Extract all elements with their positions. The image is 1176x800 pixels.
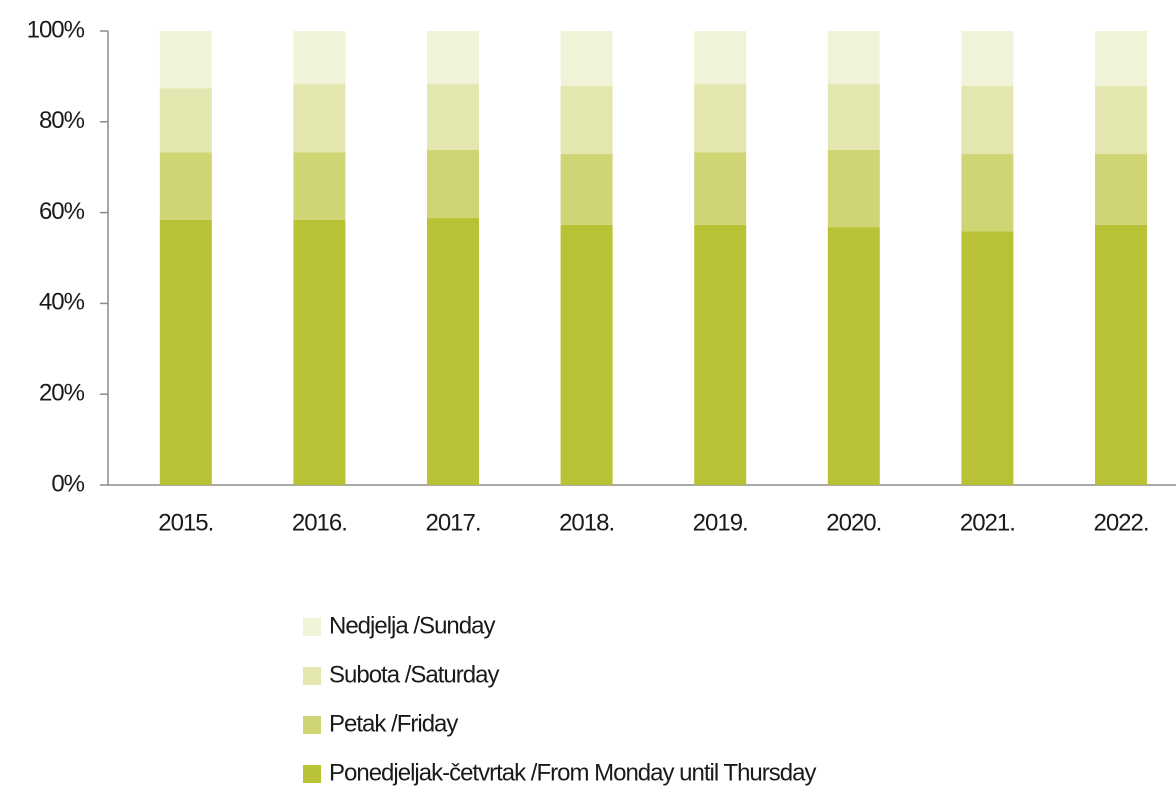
bar-segment (427, 31, 479, 85)
bar-segment (427, 149, 479, 219)
legend-swatch (303, 765, 321, 783)
bar-segment (694, 84, 747, 153)
legend-swatch (303, 667, 321, 685)
bar-segment (694, 224, 747, 485)
bar-segment (293, 31, 346, 85)
bar-segment (1095, 154, 1147, 225)
bar-segment (159, 88, 212, 153)
x-tick-label: 2018. (559, 509, 614, 536)
bar-segment (961, 154, 1014, 232)
bar-segment (694, 152, 747, 225)
legend-swatch (303, 716, 321, 734)
bar-segment (159, 152, 212, 220)
y-tick-label: 40% (39, 289, 85, 316)
y-tick-label: 20% (39, 380, 85, 407)
y-tick-label: 80% (39, 107, 85, 134)
y-tick-label: 0% (51, 470, 84, 497)
bar-segment (293, 84, 346, 153)
bar-segment (293, 219, 346, 485)
bar-segment (694, 31, 747, 85)
x-tick-label: 2022. (1093, 509, 1148, 536)
x-tick-label: 2021. (960, 509, 1015, 536)
x-tick-label: 2015. (158, 509, 213, 536)
bar-segment (961, 31, 1014, 86)
bar-segment (560, 31, 613, 86)
y-tick-label: 100% (27, 16, 85, 43)
bar-segment (827, 149, 880, 228)
bar-segment (827, 84, 880, 150)
x-tick-label: 2019. (693, 509, 748, 536)
bar-segment (427, 218, 479, 485)
bar-segment (159, 31, 212, 89)
legend-label: Subota /Saturday (329, 661, 499, 688)
legend-label: Ponedjeljak-četvrtak /From Monday until … (329, 759, 816, 786)
bar-segment (1095, 31, 1147, 86)
bar-segment (159, 219, 212, 485)
bar-segment (961, 231, 1014, 485)
legend-label: Nedjelja /Sunday (329, 612, 495, 639)
bar-segment (560, 85, 613, 155)
bar-segment (560, 154, 613, 225)
bar-segment (1095, 85, 1147, 155)
x-tick-label: 2017. (425, 509, 480, 536)
x-tick-label: 2020. (826, 509, 881, 536)
bar-segment (827, 31, 880, 85)
legend-label: Petak /Friday (329, 710, 458, 737)
y-tick-label: 60% (39, 198, 85, 225)
bar-segment (427, 84, 479, 150)
bar-segment (1095, 224, 1147, 485)
x-tick-label: 2016. (292, 509, 347, 536)
bar-segment (560, 224, 613, 485)
bar-segment (293, 152, 346, 220)
bar-segment (827, 227, 880, 486)
legend-swatch (303, 618, 321, 636)
bar-segment (961, 85, 1014, 155)
